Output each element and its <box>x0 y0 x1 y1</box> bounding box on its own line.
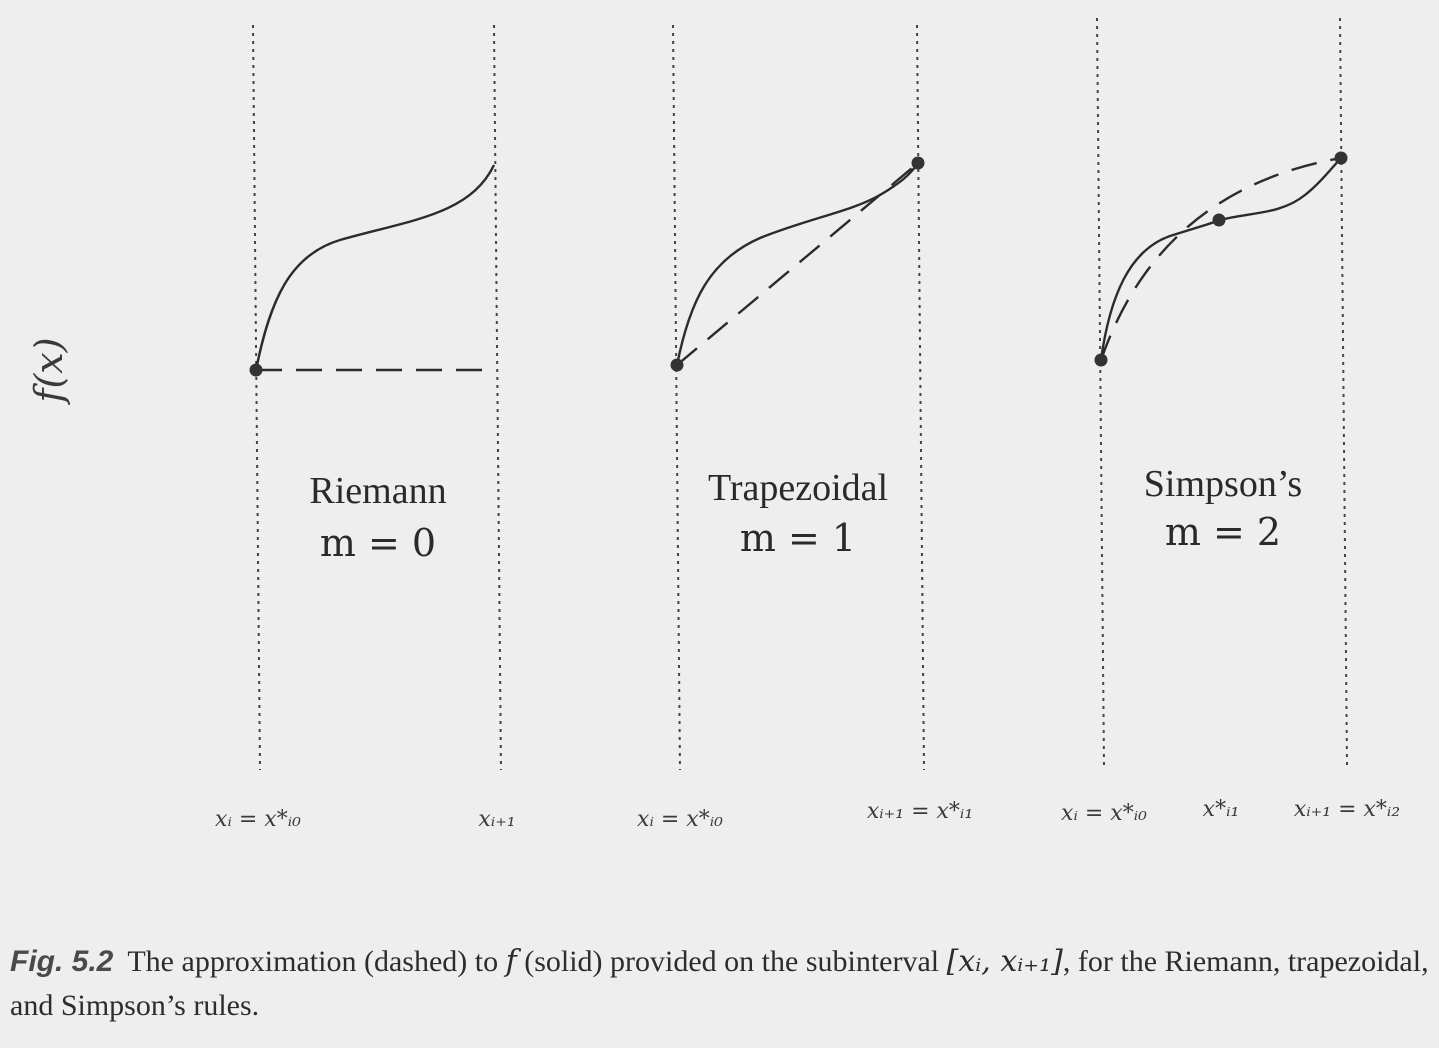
function-curve <box>254 164 496 371</box>
node-point <box>1212 213 1226 227</box>
panel-simpsons: Simpson’s m = 2 xᵢ = x*ᵢ₀ x*ᵢ₁ xᵢ₊₁ = x*… <box>1061 17 1400 826</box>
node-point <box>1334 151 1348 165</box>
right-boundary-line <box>1339 17 1348 766</box>
panel-title: Trapezoidal <box>708 467 888 509</box>
panel-riemann: Riemann m = 0 xᵢ = x*ᵢ₀ xᵢ₊₁ <box>215 24 516 832</box>
left-boundary-line <box>672 24 681 771</box>
figure-number: Fig. 5.2 <box>10 945 114 978</box>
x-label: xᵢ = x*ᵢ₀ <box>1061 801 1147 826</box>
caption-text: (solid) provided on the subinterval <box>516 945 947 978</box>
right-boundary-line <box>493 24 502 771</box>
caption-text: The approximation (dashed) to <box>127 945 506 978</box>
x-label: xᵢ₊₁ <box>478 807 515 832</box>
panel-title: Riemann <box>309 470 446 512</box>
x-label: x*ᵢ₁ <box>1203 797 1240 822</box>
panel-m-label: m = 1 <box>740 516 856 560</box>
node-point <box>670 358 684 372</box>
node-point <box>249 363 263 377</box>
caption-interval: [xᵢ, xᵢ₊₁] <box>946 944 1063 979</box>
left-boundary-line <box>1096 17 1105 766</box>
x-label: xᵢ = x*ᵢ₀ <box>215 807 301 832</box>
trapezoid-approximation-line <box>676 162 919 366</box>
x-label: xᵢ₊₁ = x*ᵢ₂ <box>1294 797 1400 822</box>
function-curve <box>675 162 919 366</box>
panel-m-label: m = 2 <box>1165 510 1281 554</box>
right-boundary-line <box>916 24 925 771</box>
panel-m-label: m = 0 <box>320 521 436 565</box>
panel-trapezoidal: Trapezoidal m = 1 xᵢ = x*ᵢ₀ xᵢ₊₁ = x*ᵢ₁ <box>637 24 973 832</box>
node-point <box>911 156 925 170</box>
x-label: xᵢ = x*ᵢ₀ <box>637 807 723 832</box>
caption-function-symbol: f <box>505 944 517 979</box>
left-boundary-line <box>252 24 261 771</box>
figure-caption: Fig. 5.2 The approximation (dashed) to f … <box>10 940 1430 1028</box>
y-axis-label: f(x) <box>27 337 71 405</box>
caption-text: , for the Riemann, trapezoidal, and Simp… <box>10 945 1429 1022</box>
function-curve <box>1099 157 1342 361</box>
integration-rules-figure: f(x) Riemann m = 0 xᵢ = x*ᵢ₀ xᵢ₊₁ Trapez… <box>27 17 1400 832</box>
x-label: xᵢ₊₁ = x*ᵢ₁ <box>867 799 973 824</box>
parabola-approximation-curve <box>1099 156 1342 361</box>
panel-title: Simpson’s <box>1144 463 1302 505</box>
node-point <box>1094 353 1108 367</box>
